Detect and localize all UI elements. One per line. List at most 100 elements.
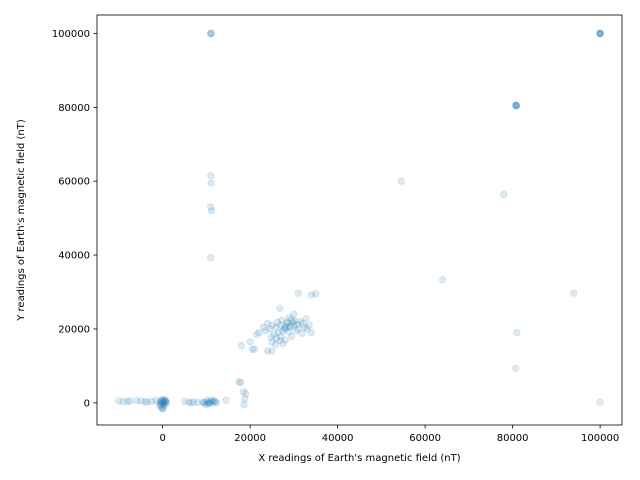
data-point — [123, 397, 132, 406]
data-point — [156, 401, 165, 409]
data-point — [158, 399, 167, 407]
data-point — [500, 190, 508, 199]
data-point — [301, 323, 309, 331]
data-point — [270, 330, 278, 339]
data-point — [305, 321, 313, 329]
data-point — [203, 396, 211, 405]
data-point — [161, 397, 169, 406]
data-point — [207, 253, 215, 262]
data-point — [512, 101, 520, 110]
data-point — [307, 291, 316, 299]
data-point — [158, 405, 167, 413]
y-tick-label: 60000 — [58, 177, 90, 188]
data-point — [250, 345, 259, 353]
data-point — [201, 400, 210, 409]
data-point — [281, 336, 289, 344]
data-point — [159, 398, 168, 406]
data-point — [235, 378, 243, 386]
plot-frame — [96, 14, 623, 426]
data-point — [157, 397, 165, 406]
data-point — [512, 101, 520, 110]
data-point — [303, 325, 311, 333]
data-point — [185, 398, 193, 406]
data-point — [279, 327, 287, 335]
data-point — [291, 317, 299, 325]
data-point — [207, 179, 215, 187]
data-point — [277, 332, 285, 341]
data-point — [285, 314, 294, 322]
data-point — [147, 397, 156, 406]
data-point — [279, 340, 287, 348]
data-point — [240, 400, 248, 409]
data-point — [268, 321, 276, 329]
data-point — [158, 396, 167, 405]
data-point — [143, 398, 152, 406]
data-point — [292, 327, 300, 335]
data-point — [199, 398, 207, 406]
data-point — [207, 29, 215, 38]
data-point — [236, 378, 245, 387]
scatter-points — [115, 29, 605, 413]
data-point — [595, 29, 604, 37]
data-point — [246, 338, 254, 346]
data-point — [512, 102, 521, 110]
y-tick-label: 20000 — [58, 324, 90, 335]
y-tick-label: 40000 — [58, 251, 90, 262]
data-point — [180, 397, 189, 406]
data-point — [204, 400, 213, 408]
data-point — [511, 101, 520, 109]
data-point — [162, 398, 170, 406]
data-point — [241, 395, 249, 403]
y-axis-label: Y readings of Earth's magnetic field (nT… — [16, 119, 27, 322]
data-point — [287, 316, 296, 324]
x-tick-label: 60000 — [409, 433, 441, 444]
data-point — [276, 337, 284, 345]
y-tick-label: 0 — [84, 398, 90, 409]
data-point — [281, 325, 289, 333]
data-point — [187, 399, 195, 407]
data-point — [239, 388, 248, 396]
data-point — [596, 29, 604, 38]
y-axis-ticks: 0 20000 40000 60000 80000 100000 — [52, 29, 97, 409]
data-point — [132, 396, 141, 405]
y-tick-label: 100000 — [52, 29, 90, 40]
data-point — [115, 397, 123, 405]
data-point — [209, 398, 217, 407]
data-point — [596, 29, 605, 38]
data-point — [152, 396, 160, 405]
data-point — [272, 323, 281, 331]
data-point — [290, 321, 298, 329]
data-point — [282, 322, 290, 331]
data-point — [162, 399, 171, 407]
data-point — [296, 317, 305, 326]
data-point — [155, 398, 164, 407]
data-point — [273, 318, 281, 327]
data-point — [161, 397, 170, 405]
data-point — [255, 328, 263, 337]
data-point — [280, 324, 288, 332]
data-point — [200, 399, 208, 407]
data-point — [237, 341, 246, 350]
data-point — [193, 398, 202, 407]
data-point — [263, 347, 272, 355]
data-point — [294, 325, 302, 333]
data-point — [268, 347, 276, 355]
x-tick-label: 40000 — [322, 433, 354, 444]
data-point — [302, 314, 310, 323]
data-point — [298, 319, 307, 328]
data-point — [293, 320, 302, 329]
x-axis-ticks: 0 20000 40000 60000 80000 100000 — [159, 425, 619, 444]
data-point — [207, 203, 215, 211]
data-point — [208, 396, 216, 404]
data-point — [158, 399, 166, 408]
data-point — [252, 330, 261, 339]
data-point — [287, 332, 296, 341]
data-point — [126, 397, 134, 405]
data-point — [248, 345, 257, 353]
data-point — [290, 310, 298, 318]
data-point — [207, 207, 216, 215]
data-point — [276, 304, 284, 312]
data-point — [307, 328, 316, 337]
data-point — [312, 290, 320, 298]
